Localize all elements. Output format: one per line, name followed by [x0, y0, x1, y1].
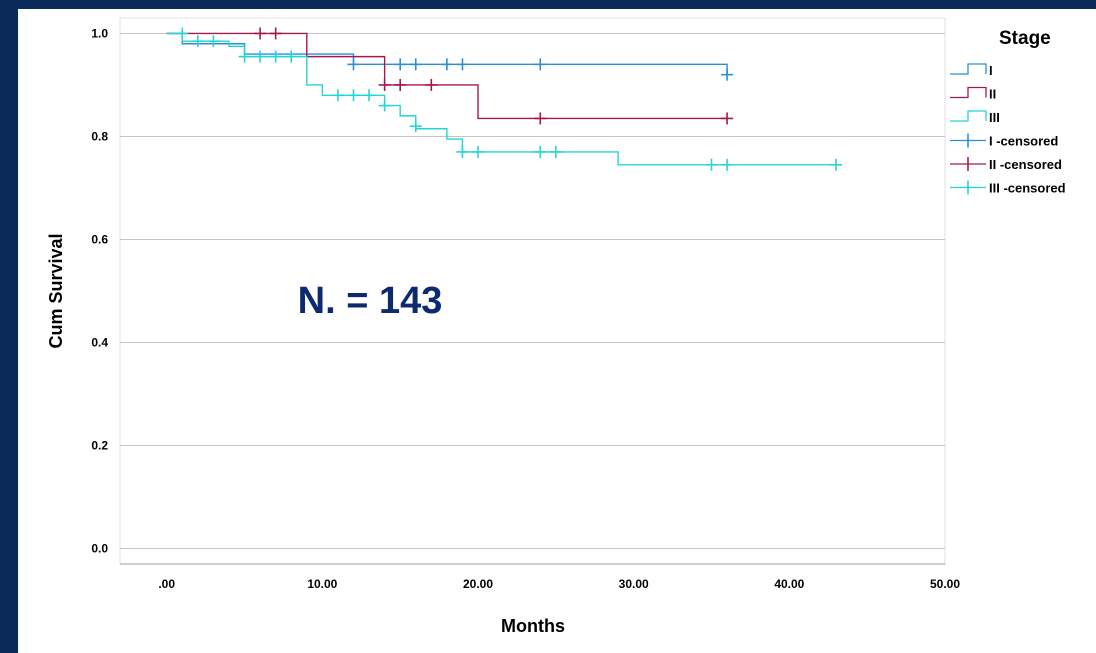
x-tick-label: 40.00 [774, 577, 804, 591]
censor-mark-stage-III [472, 145, 485, 158]
censor-mark-stage-III [331, 89, 344, 102]
censor-mark-stage-I [409, 58, 422, 71]
censor-mark-stage-III [409, 120, 422, 133]
censor-mark-stage-I [347, 58, 360, 71]
x-axis-title: Months [501, 616, 565, 636]
censor-mark-stage-II [534, 112, 547, 125]
y-axis-title: Cum Survival [46, 233, 66, 348]
censor-mark-stage-III [378, 99, 391, 112]
legend-item-stage-I-censored: I -censored [950, 133, 1058, 149]
censor-mark-stage-II [425, 78, 438, 91]
x-tick-label: 50.00 [930, 577, 960, 591]
legend-swatch [950, 63, 987, 75]
legend-title: Stage [999, 28, 1051, 49]
censor-mark-stage-III [534, 145, 547, 158]
plot-area [119, 17, 946, 565]
censor-mark-stage-II [269, 27, 282, 40]
x-tick-label: 30.00 [619, 577, 649, 591]
legend-item-stage-III-censored: III -censored [950, 180, 1066, 196]
y-tick-labels: 0.0 0.2 0.4 0.6 0.8 1.0 [91, 26, 108, 555]
legend-swatch [950, 86, 987, 99]
legend-label: III [989, 110, 1000, 125]
y-tick-label: 0.0 [91, 542, 108, 556]
censor-mark-stage-I [534, 58, 547, 71]
legend-item-stage-I: I [950, 63, 993, 78]
censor-marks [176, 27, 843, 171]
x-tick-label: .00 [158, 577, 175, 591]
censor-mark-stage-III [238, 50, 251, 63]
censor-mark-stage-III [363, 89, 376, 102]
censor-mark-stage-II [378, 78, 391, 91]
y-tick-label: 0.2 [91, 439, 108, 453]
censor-mark-stage-II [721, 112, 734, 125]
censor-mark-stage-III [254, 50, 267, 63]
censor-mark-stage-I [394, 58, 407, 71]
sample-size-annotation: N. = 143 [298, 280, 443, 322]
censor-mark-stage-II [254, 27, 267, 40]
x-tick-label: 20.00 [463, 577, 493, 591]
censor-mark-stage-III [285, 50, 298, 63]
legend-item-stage-II: II [950, 87, 996, 102]
censor-mark-stage-III [269, 50, 282, 63]
censor-mark-stage-III [176, 27, 189, 40]
censor-mark-stage-III [549, 145, 562, 158]
censor-mark-stage-I [440, 58, 453, 71]
censor-mark-stage-III [456, 145, 469, 158]
censor-mark-stage-III [207, 35, 220, 48]
censor-mark-stage-III [191, 35, 204, 48]
censor-mark-stage-I [721, 68, 734, 81]
censor-mark-stage-III [347, 89, 360, 102]
legend-label: II -censored [989, 157, 1062, 172]
series-line-stage-II [166, 32, 728, 120]
y-tick-label: 1.0 [91, 26, 108, 40]
censor-mark-stage-III [721, 158, 734, 171]
y-tick-label: 0.6 [91, 232, 108, 246]
legend-swatch [950, 110, 987, 122]
censor-mark-stage-II [394, 78, 407, 91]
legend-item-stage-III: III [950, 110, 1000, 125]
legend-item-stage-II-censored: II -censored [950, 157, 1062, 172]
legend-label: III -censored [989, 181, 1066, 196]
legend-label: I -censored [989, 134, 1058, 149]
legend-label: I [989, 63, 993, 78]
y-tick-label: 0.4 [91, 336, 108, 350]
y-tick-label: 0.8 [91, 129, 108, 143]
censor-mark-stage-III [705, 158, 718, 171]
censor-mark-stage-I [456, 58, 469, 71]
legend-label: II [989, 87, 996, 102]
x-tick-labels: .00 10.00 20.00 30.00 40.00 50.00 [158, 577, 960, 591]
censor-mark-stage-III [830, 158, 843, 171]
x-tick-label: 10.00 [307, 577, 337, 591]
